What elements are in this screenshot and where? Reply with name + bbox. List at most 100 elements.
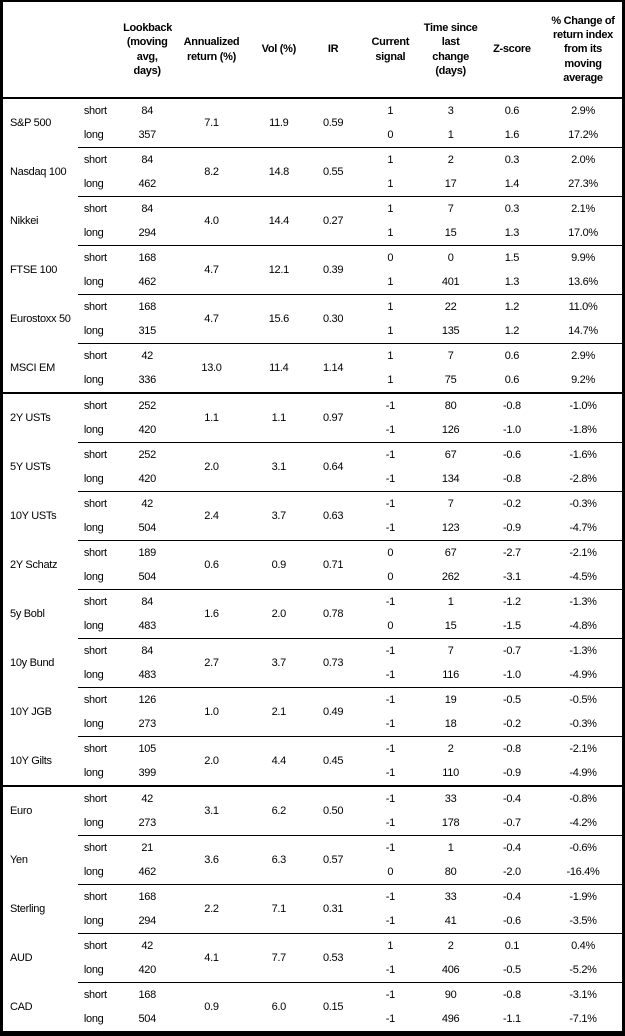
ir-cell: 0.97 bbox=[306, 393, 360, 443]
lookback-cell: 420 bbox=[122, 467, 173, 492]
pct-change-cell: 2.1% bbox=[571, 203, 595, 215]
signal-cell: -1 bbox=[385, 449, 395, 461]
position-cell: short bbox=[83, 694, 107, 706]
position-cell: short bbox=[83, 596, 107, 608]
position-cell: short bbox=[83, 350, 107, 362]
zscore-cell: 0.1 bbox=[504, 940, 520, 952]
position-cell: long bbox=[77, 467, 123, 492]
asset-row-short: Yen short 21 3.6 6.3 0.57 -1 1 -0.4 -0.6% bbox=[2, 835, 624, 885]
annualized-return-cell: 13.0 bbox=[172, 343, 251, 394]
zscore-cell: 1.2 bbox=[479, 319, 545, 344]
annualized-return-cell: 7.1 bbox=[172, 98, 251, 148]
column-header-asset bbox=[1, 1, 78, 99]
lookback-cell: 168 bbox=[138, 989, 156, 1001]
position-cell: long bbox=[77, 614, 123, 639]
signal-cell: 1 bbox=[387, 350, 394, 362]
signal-cell: 0 bbox=[387, 547, 394, 559]
signal-cell: 1 bbox=[359, 172, 422, 197]
days-since-change-cell: 17 bbox=[421, 172, 480, 197]
ir-cell: 0.31 bbox=[306, 884, 360, 934]
annualized-return-cell: 2.0 bbox=[172, 736, 251, 787]
position-cell: long bbox=[77, 958, 123, 983]
days-since-change-cell: 1 bbox=[421, 123, 480, 148]
annualized-return-cell: 4.7 bbox=[172, 294, 251, 344]
signal-cell: 1 bbox=[387, 940, 394, 952]
table-body: S&P 500 short 84 7.1 11.9 0.59 1 3 0.6 2.9% long 35… bbox=[1, 98, 624, 1034]
lookback-cell: 42 bbox=[141, 498, 153, 510]
annualized-return-cell: 3.6 bbox=[172, 835, 251, 885]
asset-row-short: Nasdaq 100 short 84 8.2 14.8 0.55 1 2 0.3 2.0% bbox=[2, 147, 624, 197]
pct-change-cell: -2.1% bbox=[569, 743, 597, 755]
asset-row-long: long 294 -1 41 -0.6 -3.5% bbox=[2, 909, 624, 934]
annualized-return-cell: 2.2 bbox=[172, 884, 251, 934]
position-cell: short bbox=[83, 842, 107, 854]
ir-cell: 0.27 bbox=[306, 196, 360, 246]
signal-cell: -1 bbox=[385, 498, 395, 510]
asset-name-cell: Nikkei bbox=[10, 215, 39, 227]
pct-change-cell: -2.8% bbox=[544, 467, 624, 492]
position-cell: long bbox=[77, 909, 123, 934]
asset-name-cell: Nasdaq 100 bbox=[10, 166, 67, 178]
position-cell: long bbox=[83, 1013, 104, 1025]
asset-name-cell: 10Y USTs bbox=[10, 510, 57, 522]
position-cell: long bbox=[77, 565, 123, 590]
lookback-cell: 84 bbox=[141, 596, 153, 608]
vol-cell: 12.1 bbox=[250, 245, 307, 295]
position-cell: long bbox=[77, 761, 123, 787]
lookback-cell: 84 bbox=[141, 154, 153, 166]
pct-change-cell: -1.3% bbox=[569, 645, 597, 657]
signal-cell: 1 bbox=[359, 270, 422, 295]
column-header-position bbox=[77, 1, 123, 99]
asset-row-long: long 420 -1 406 -0.5 -5.2% bbox=[2, 958, 624, 983]
position-cell: short bbox=[83, 449, 107, 461]
days-since-change-cell: 7 bbox=[447, 645, 454, 657]
annualized-return-cell: 8.2 bbox=[172, 147, 251, 197]
ir-cell: 0.78 bbox=[306, 589, 360, 639]
days-since-change-cell: 262 bbox=[421, 565, 480, 590]
asset-name-cell: CAD bbox=[10, 1000, 33, 1013]
ir-cell: 0.39 bbox=[306, 245, 360, 295]
vol-cell: 15.6 bbox=[250, 294, 307, 344]
days-since-change-cell: 67 bbox=[444, 449, 457, 461]
lookback-cell: 42 bbox=[141, 940, 153, 952]
days-since-change-cell: 110 bbox=[421, 761, 480, 787]
position-cell: short bbox=[83, 154, 107, 166]
pct-change-cell: -7.1% bbox=[569, 1013, 597, 1025]
annualized-return-cell: 4.1 bbox=[172, 933, 251, 983]
zscore-cell: -0.8 bbox=[503, 989, 521, 1001]
signal-cell: -1 bbox=[359, 761, 422, 787]
position-cell: short bbox=[83, 203, 107, 215]
signal-cell: 0 bbox=[359, 614, 422, 639]
pct-change-cell: -4.9% bbox=[544, 761, 624, 787]
days-since-change-cell: 3 bbox=[447, 105, 454, 117]
lookback-cell: 294 bbox=[122, 909, 173, 934]
signal-cell: 1 bbox=[359, 368, 422, 394]
lookback-cell: 315 bbox=[122, 319, 173, 344]
asset-name-cell: 2Y USTs bbox=[10, 412, 51, 425]
days-since-change-cell: 90 bbox=[444, 989, 457, 1001]
zscore-cell: -0.7 bbox=[503, 645, 521, 657]
zscore-cell: -1.1 bbox=[503, 1013, 521, 1025]
signal-cell: -1 bbox=[385, 645, 395, 657]
pct-change-cell: -2.1% bbox=[569, 547, 597, 559]
zscore-cell: -0.8 bbox=[503, 400, 521, 412]
vol-cell: 6.2 bbox=[250, 786, 307, 836]
days-since-change-cell: 75 bbox=[421, 368, 480, 394]
days-since-change-cell: 80 bbox=[421, 860, 480, 885]
days-since-change-cell: 67 bbox=[444, 547, 457, 559]
asset-row-long: long 420 -1 134 -0.8 -2.8% bbox=[2, 467, 624, 492]
position-cell: short bbox=[83, 498, 107, 510]
pct-change-cell: -4.8% bbox=[544, 614, 624, 639]
position-cell: short bbox=[83, 400, 107, 412]
days-since-change-cell: 22 bbox=[444, 301, 457, 313]
position-cell: short bbox=[83, 645, 107, 657]
days-since-change-cell: 2 bbox=[447, 154, 454, 166]
vol-cell: 6.0 bbox=[271, 1001, 287, 1013]
days-since-change-cell: 80 bbox=[444, 400, 457, 412]
position-cell: long bbox=[77, 221, 123, 246]
lookback-cell: 462 bbox=[122, 270, 173, 295]
annualized-return-cell: 2.4 bbox=[172, 491, 251, 541]
zscore-cell: -1.5 bbox=[479, 614, 545, 639]
signal-cell: -1 bbox=[359, 958, 422, 983]
position-cell: short bbox=[83, 301, 107, 313]
